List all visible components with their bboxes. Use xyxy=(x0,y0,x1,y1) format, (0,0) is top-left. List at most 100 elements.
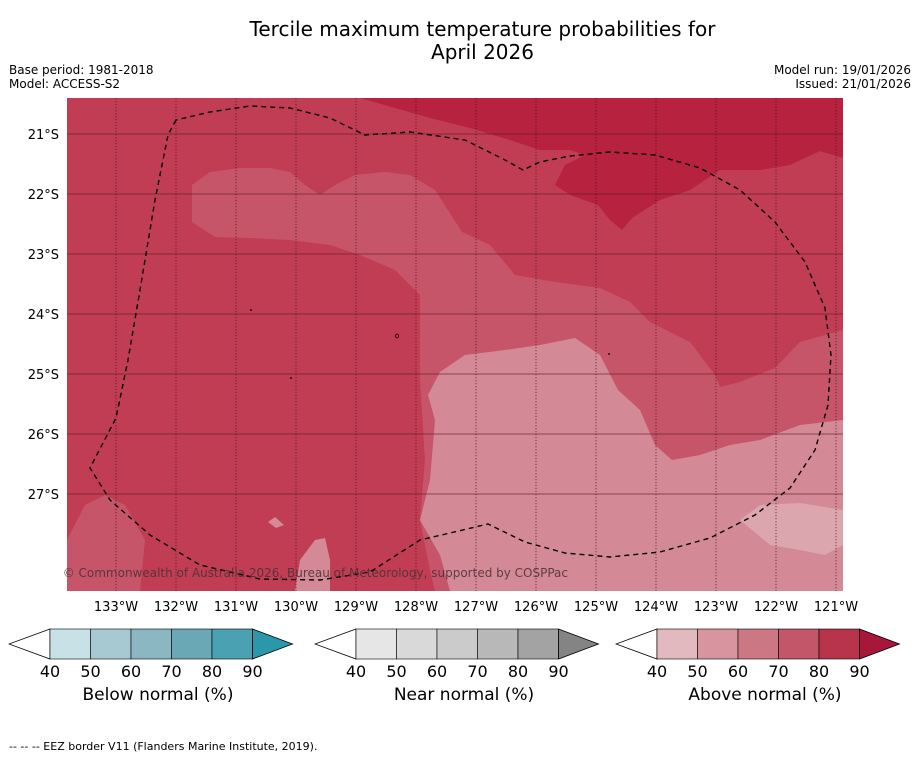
legend-swatch xyxy=(49,628,91,660)
title-line-1: Tercile maximum temperature probabilitie… xyxy=(249,17,716,41)
legend-tick-label: 40 xyxy=(345,662,367,681)
lon-label: 125°W xyxy=(574,600,618,615)
legend-above-normal: 40 50 60 70 80 90 Above normal (%) xyxy=(615,625,915,745)
legend-swatch-under xyxy=(8,628,51,660)
legend-tick-label: 60 xyxy=(727,662,749,681)
legend-colorbar-above xyxy=(615,628,901,660)
lon-label: 126°W xyxy=(514,600,558,615)
legend-swatch-under xyxy=(615,628,658,660)
legend-tick-label: 90 xyxy=(849,662,870,681)
title-line-2: April 2026 xyxy=(431,40,534,64)
legend-caption-near: Near normal (%) xyxy=(393,685,535,705)
meta-left: Base period: 1981-2018 Model: ACCESS-S2 xyxy=(9,63,154,91)
legend-swatch xyxy=(211,628,253,660)
legend-tick-label: 40 xyxy=(646,662,668,681)
lon-label: 124°W xyxy=(634,600,678,615)
legend-tick-label: 80 xyxy=(201,662,223,681)
latitude-labels: 21°S 22°S 23°S 24°S 25°S 26°S 27°S xyxy=(28,128,59,503)
legend-tick-label: 80 xyxy=(808,662,830,681)
legend-ticks-above: 40 50 60 70 80 90 xyxy=(615,662,915,681)
legend-caption-below: Below normal (%) xyxy=(82,685,234,705)
lon-label: 127°W xyxy=(454,600,498,615)
region-above-80-90 xyxy=(360,98,843,230)
legend-tick-label: 90 xyxy=(242,662,263,681)
copyright-text: © Commonwealth of Australia 2026, Bureau… xyxy=(63,566,568,580)
legend-swatch-over xyxy=(252,628,294,660)
legend-swatch xyxy=(436,628,478,660)
meridians xyxy=(115,98,837,591)
legend-tick-label: 60 xyxy=(426,662,448,681)
lat-label: 23°S xyxy=(28,248,59,263)
legend-swatch xyxy=(737,628,779,660)
island-pitcairn xyxy=(395,333,399,339)
legend-swatch-under xyxy=(314,628,357,660)
lon-label: 132°W xyxy=(154,600,198,615)
legend-tick-label: 90 xyxy=(548,662,569,681)
legend-swatch xyxy=(517,628,559,660)
legend-tick-label: 40 xyxy=(39,662,61,681)
region-above-50-60-south xyxy=(295,538,330,591)
base-period: Base period: 1981-2018 xyxy=(9,63,154,77)
legend-swatch xyxy=(90,628,132,660)
lon-label: 130°W xyxy=(274,600,318,615)
lon-label: 129°W xyxy=(334,600,378,615)
lat-label: 21°S xyxy=(28,128,59,143)
island-dot xyxy=(250,309,252,311)
legend-swatch xyxy=(778,628,820,660)
lat-label: 25°S xyxy=(28,368,59,383)
probability-shading xyxy=(67,98,843,591)
chart-title: Tercile maximum temperature probabilitie… xyxy=(0,18,919,64)
legend-ticks-below: 40 50 60 70 80 90 xyxy=(8,662,308,681)
legend-tick-label: 70 xyxy=(768,662,789,681)
legend-swatch xyxy=(171,628,213,660)
legend-tick-label: 60 xyxy=(120,662,142,681)
legend-swatch xyxy=(130,628,172,660)
graticule xyxy=(67,133,843,495)
legend-tick-label: 70 xyxy=(161,662,182,681)
lon-label: 131°W xyxy=(214,600,258,615)
legend-swatch xyxy=(818,628,860,660)
legend-swatch xyxy=(355,628,397,660)
region-above-50-60-small xyxy=(268,517,284,528)
lat-label: 22°S xyxy=(28,188,59,203)
legend-swatch-over xyxy=(558,628,600,660)
lat-label: 26°S xyxy=(28,428,59,443)
meta-right: Model run: 19/01/2026 Issued: 21/01/2026 xyxy=(774,63,911,91)
legend-tick-label: 70 xyxy=(467,662,488,681)
legend-tick-label: 80 xyxy=(507,662,529,681)
legend-swatch-over xyxy=(859,628,901,660)
legend-colorbar-near xyxy=(314,628,600,660)
lon-label: 128°W xyxy=(394,600,438,615)
lon-label: 123°W xyxy=(694,600,738,615)
legend-swatch xyxy=(656,628,698,660)
eez-footnote: -- -- -- EEZ border V11 (Flanders Marine… xyxy=(9,740,318,753)
lon-label: 121°W xyxy=(814,600,858,615)
legend-tick-label: 50 xyxy=(386,662,407,681)
legend-tick-label: 50 xyxy=(687,662,708,681)
lon-label: 122°W xyxy=(754,600,798,615)
legend-ticks-near: 40 50 60 70 80 90 xyxy=(314,662,614,681)
lat-label: 27°S xyxy=(28,488,59,503)
legend-colorbar-below xyxy=(8,628,294,660)
legend-swatch xyxy=(697,628,739,660)
longitude-labels: 133°W 132°W 131°W 130°W 129°W 128°W 127°W 126°W… xyxy=(94,600,858,615)
legend-swatch xyxy=(477,628,519,660)
region-above-40-50 xyxy=(740,503,843,555)
legend-caption-above: Above normal (%) xyxy=(688,685,842,705)
model-run: Model run: 19/01/2026 xyxy=(773,63,911,77)
issued-date: Issued: 21/01/2026 xyxy=(795,77,911,91)
forecast-map: © Commonwealth of Australia 2026, Bureau… xyxy=(28,98,858,615)
island-dot xyxy=(608,353,610,355)
legend-below-normal: 40 50 60 70 80 90 Below normal (%) xyxy=(8,625,308,745)
eez-border xyxy=(89,105,832,581)
lat-label: 24°S xyxy=(28,308,59,323)
island-dot xyxy=(290,377,292,379)
region-above-60-70-sw xyxy=(67,495,145,591)
lon-label: 133°W xyxy=(94,600,138,615)
legend-tick-label: 50 xyxy=(80,662,101,681)
legend-near-normal: 40 50 60 70 80 90 Near normal (%) xyxy=(314,625,614,745)
model-name: Model: ACCESS-S2 xyxy=(9,77,121,91)
region-above-50-60 xyxy=(420,338,843,591)
legend-swatch xyxy=(396,628,438,660)
islands xyxy=(250,309,610,379)
